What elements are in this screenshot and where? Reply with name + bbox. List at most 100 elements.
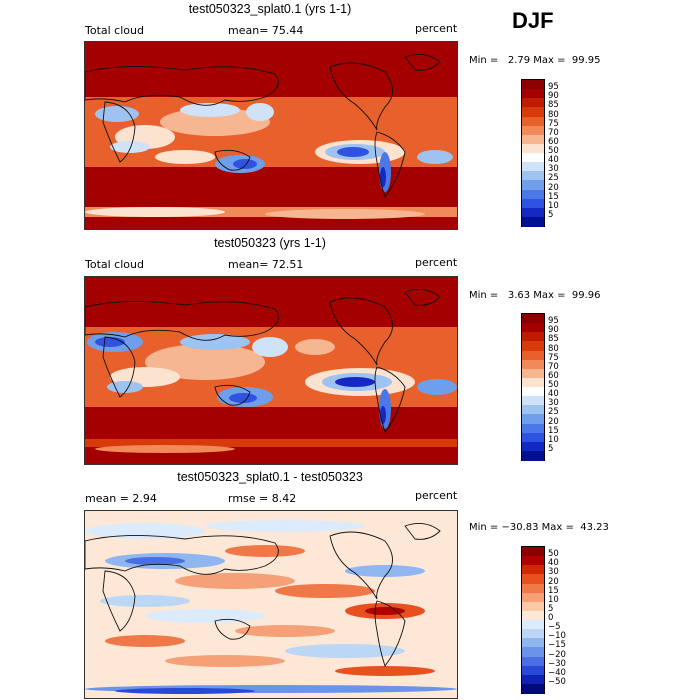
panel2-cb-label: 75 xyxy=(548,352,559,363)
colorbar-swatch xyxy=(522,341,544,351)
panel3-cb-label: 0 xyxy=(548,613,554,623)
panel2-cb-label: 15 xyxy=(548,425,559,436)
panel3-cb-label: 20 xyxy=(548,576,559,587)
panel3-cb-label: 10 xyxy=(548,594,559,605)
colorbar-swatch xyxy=(522,80,544,90)
panel3-cb-label: 30 xyxy=(548,567,559,578)
panel1-title: test050323_splat0.1 (yrs 1-1) xyxy=(188,2,352,16)
panel2-minmax: Min = 3.63 Max = 99.96 xyxy=(469,290,601,301)
panel3-minmax: Min = −30.83 Max = 43.23 xyxy=(469,522,609,533)
panel3-cb-label: 50 xyxy=(548,549,559,560)
panel2-cb-label: 70 xyxy=(548,361,559,372)
colorbar-swatch xyxy=(522,396,544,406)
panel2-cb-label: 30 xyxy=(548,398,559,409)
colorbar-swatch xyxy=(522,601,544,612)
panel1-cb-label: 95 xyxy=(548,82,559,93)
colorbar-swatch xyxy=(522,450,544,461)
panel1-map xyxy=(84,41,458,230)
colorbar-swatch xyxy=(522,89,544,99)
panel1-cb-label: 20 xyxy=(548,182,559,193)
colorbar-swatch xyxy=(522,620,544,630)
panel2-cb-label: 25 xyxy=(548,407,559,418)
panel1-mean-label: mean= 75.44 xyxy=(228,24,304,37)
panel2-cb-label: 20 xyxy=(548,416,559,427)
panel3-cb-label: −20 xyxy=(548,649,566,660)
colorbar-swatch xyxy=(522,125,544,136)
panel1-cb-label: 70 xyxy=(548,127,559,138)
colorbar-swatch xyxy=(522,116,544,127)
season-label: DJF xyxy=(512,8,554,33)
colorbar-swatch xyxy=(522,134,544,145)
panel2-cb-label: 40 xyxy=(548,389,559,400)
colorbar-swatch xyxy=(522,143,544,154)
panel2-map xyxy=(84,276,458,465)
colorbar-swatch xyxy=(522,556,544,566)
panel3-cb-label: 40 xyxy=(548,558,559,569)
colorbar-swatch xyxy=(522,638,544,648)
panel3-colorbar-labels: 50 40 30 20 15 10 5 0 −5 −10 −15 −20 −30… xyxy=(548,546,588,692)
colorbar-swatch xyxy=(522,432,544,443)
panel3-cb-label: −15 xyxy=(548,640,566,651)
colorbar-swatch xyxy=(522,107,544,117)
panel1-units: percent xyxy=(415,22,458,35)
panel1-cb-label: 5 xyxy=(548,209,554,220)
panel1-cb-label: 30 xyxy=(548,164,559,175)
panel2-cb-label: 90 xyxy=(548,325,559,336)
colorbar-swatch xyxy=(522,189,544,200)
panel3-colorbar xyxy=(521,546,545,694)
colorbar-swatch xyxy=(522,216,544,227)
panel3-mean-label: mean = 2.94 xyxy=(85,492,157,505)
colorbar-swatch xyxy=(522,610,544,621)
panel3-cb-label: 5 xyxy=(548,603,554,614)
panel1-cb-label: 25 xyxy=(548,173,559,184)
panel3-cb-label: −50 xyxy=(548,676,566,687)
panel1-cb-label: 90 xyxy=(548,91,559,102)
colorbar-swatch xyxy=(522,683,544,694)
colorbar-swatch xyxy=(522,423,544,434)
colorbar-swatch xyxy=(522,171,544,181)
panel2-title: test050323 (yrs 1-1) xyxy=(214,236,326,250)
colorbar-swatch xyxy=(522,180,544,190)
panel3-cb-label: −40 xyxy=(548,667,566,678)
colorbar-swatch xyxy=(522,368,544,379)
panel3-map xyxy=(84,510,458,699)
panel2-colorbar xyxy=(521,313,545,461)
panel1-cb-label: 10 xyxy=(548,200,559,211)
panel3-cb-label: 15 xyxy=(548,585,559,596)
colorbar-swatch xyxy=(522,198,544,209)
colorbar-swatch xyxy=(522,332,544,342)
panel2-cb-label: 10 xyxy=(548,434,559,445)
panel2-cb-label: 50 xyxy=(548,380,559,390)
colorbar-swatch xyxy=(522,592,544,603)
colorbar-swatch xyxy=(522,647,544,657)
panel1-colorbar xyxy=(521,79,545,227)
panel1-cb-label: 60 xyxy=(548,136,559,147)
colorbar-swatch xyxy=(522,441,544,452)
panel1-cb-label: 40 xyxy=(548,155,559,166)
colorbar-swatch xyxy=(522,359,544,370)
panel2-colorbar-labels: 95 90 85 80 75 70 60 50 40 30 25 20 15 1… xyxy=(548,313,588,459)
panel1-minmax: Min = 2.79 Max = 99.95 xyxy=(469,55,601,66)
panel3-cb-label: −10 xyxy=(548,631,566,642)
panel3-rmse-label: rmse = 8.42 xyxy=(228,492,297,505)
colorbar-swatch xyxy=(522,583,544,594)
panel1-cb-label: 85 xyxy=(548,100,559,111)
colorbar-swatch xyxy=(522,414,544,424)
panel3-cb-label: −5 xyxy=(548,622,561,633)
colorbar-swatch xyxy=(522,656,544,667)
panel2-cb-label: 85 xyxy=(548,334,559,345)
colorbar-swatch xyxy=(522,377,544,388)
colorbar-swatch xyxy=(522,629,544,639)
panel2-mean-label: mean= 72.51 xyxy=(228,258,304,271)
panel3-title: test050323_splat0.1 - test050323 xyxy=(177,470,363,484)
colorbar-swatch xyxy=(522,207,544,218)
colorbar-swatch xyxy=(522,574,544,584)
colorbar-swatch xyxy=(522,565,544,575)
panel1-colorbar-labels: 95 90 85 80 75 70 60 50 40 30 25 20 15 1… xyxy=(548,79,588,225)
panel2-cb-label: 95 xyxy=(548,316,559,327)
panel1-cb-label: 15 xyxy=(548,191,559,202)
panel1-cb-label: 80 xyxy=(548,109,559,120)
colorbar-swatch xyxy=(522,405,544,415)
colorbar-swatch xyxy=(522,665,544,676)
colorbar-swatch xyxy=(522,350,544,361)
